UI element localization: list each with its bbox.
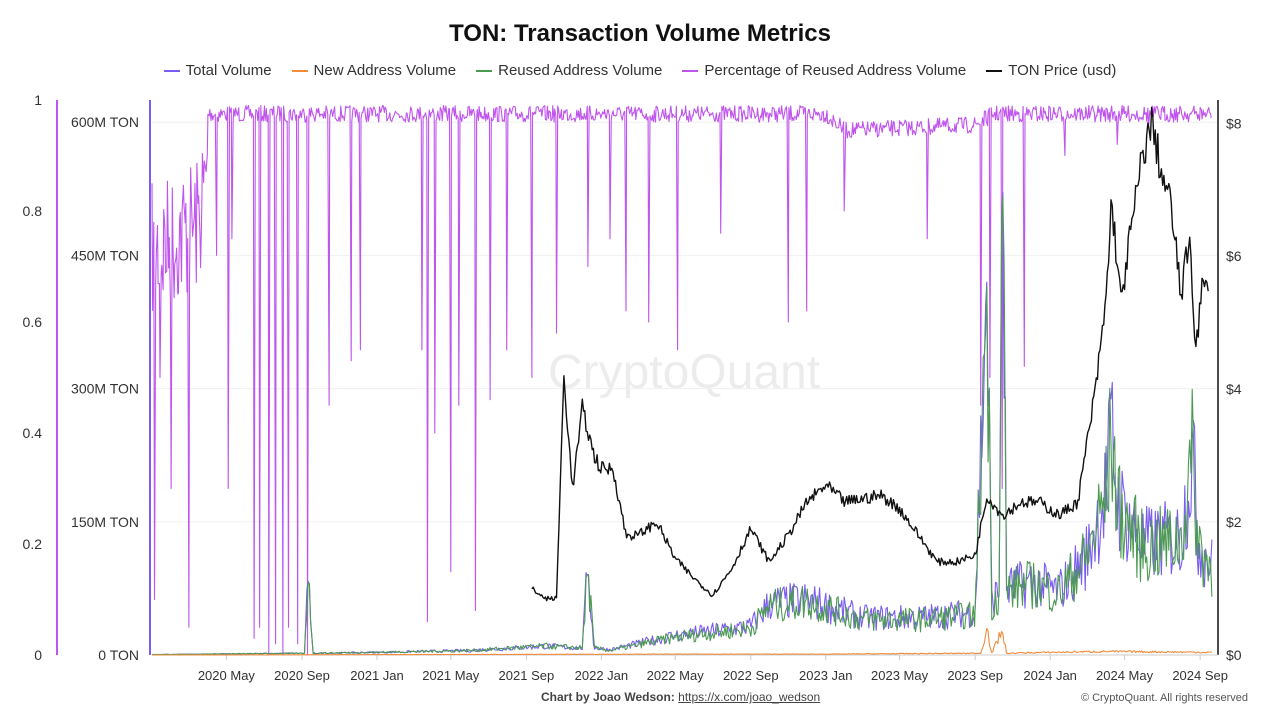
legend-item[interactable]: Percentage of Reused Address Volume: [682, 62, 966, 79]
legend-swatch: [986, 69, 1003, 72]
credit-label: Chart by Joao Wedson:: [541, 690, 675, 704]
percentage-tick-label: 1: [34, 92, 42, 108]
chart-title: TON: Transaction Volume Metrics: [449, 20, 831, 47]
legend-swatch: [476, 69, 493, 72]
volume-tick-label: 600M TON: [71, 114, 139, 130]
x-tick-label: 2020 Sep: [274, 668, 330, 683]
x-tick-label: 2024 May: [1096, 668, 1154, 683]
credit-link[interactable]: https://x.com/joao_wedson: [678, 690, 821, 704]
x-tick-label: 2021 May: [422, 668, 480, 683]
x-tick-label: 2020 May: [198, 668, 256, 683]
x-tick-label: 2021 Sep: [499, 668, 555, 683]
legend-item[interactable]: Reused Address Volume: [476, 62, 662, 79]
legend-item[interactable]: New Address Volume: [291, 62, 457, 79]
series-line-new-address-volume: [152, 627, 1212, 656]
legend-swatch: [163, 69, 180, 72]
price-tick-label: $4: [1226, 381, 1242, 397]
legend: Total Volume New Address Volume Reused Add…: [0, 62, 1280, 79]
legend-label: Reused Address Volume: [498, 62, 663, 79]
copyright: © CryptoQuant. All rights reserved: [1080, 692, 1248, 704]
percentage-tick-label: 0.8: [23, 203, 43, 219]
price-tick-label: $6: [1226, 248, 1242, 264]
volume-tick-label: 450M TON: [71, 247, 139, 263]
series-line-total-volume: [151, 192, 1213, 656]
footer-credit: Chart by Joao Wedson: https://x.com/joao…: [541, 690, 820, 704]
volume-tick-label: 150M TON: [71, 514, 139, 530]
legend-item[interactable]: Total Volume: [163, 62, 272, 79]
x-tick-label: 2023 Sep: [947, 668, 1003, 683]
legend-swatch: [291, 69, 308, 72]
legend-label: TON Price (usd): [1008, 62, 1117, 79]
series-line-reused-address-volume: [151, 196, 1213, 656]
watermark: CryptoQuant: [548, 346, 821, 399]
x-tick-label: 2022 Jan: [575, 668, 629, 683]
legend-swatch: [682, 69, 699, 72]
x-tick-label: 2022 Sep: [723, 668, 779, 683]
x-tick-label: 2024 Jan: [1023, 668, 1077, 683]
legend-item[interactable]: TON Price (usd): [986, 62, 1116, 79]
volume-tick-label: 0 TON: [98, 647, 139, 663]
legend-label: New Address Volume: [313, 62, 457, 79]
legend-label: Total Volume: [185, 62, 272, 79]
series-line-ton-price-usd: [531, 106, 1209, 602]
price-tick-label: $0: [1226, 647, 1242, 663]
price-tick-label: $8: [1226, 115, 1242, 131]
percentage-tick-label: 0: [34, 647, 42, 663]
volume-tick-label: 300M TON: [71, 381, 139, 397]
x-tick-label: 2023 Jan: [799, 668, 853, 683]
series-line-percentage-of-reused-address-volume: [151, 105, 1212, 656]
x-tick-label: 2024 Sep: [1172, 668, 1228, 683]
percentage-tick-label: 0.4: [23, 425, 43, 441]
price-tick-label: $2: [1226, 514, 1242, 530]
x-tick-label: 2023 May: [871, 668, 929, 683]
percentage-tick-label: 0.6: [23, 314, 43, 330]
x-tick-label: 2021 Jan: [350, 668, 404, 683]
legend-label: Percentage of Reused Address Volume: [704, 62, 967, 79]
percentage-tick-label: 0.2: [23, 536, 43, 552]
x-tick-label: 2022 May: [647, 668, 705, 683]
